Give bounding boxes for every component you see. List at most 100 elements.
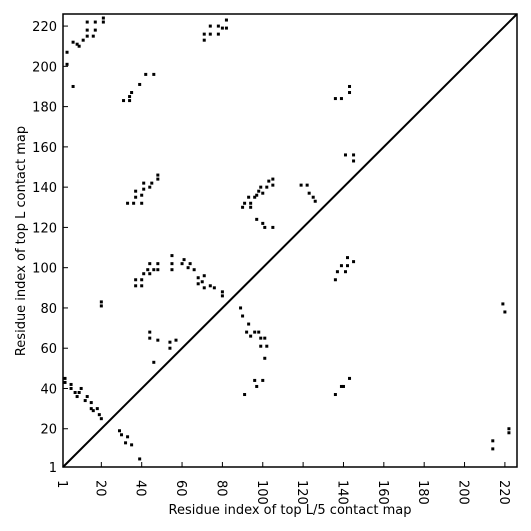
- contact-point: [333, 393, 337, 397]
- contact-point: [174, 338, 178, 342]
- contact-point: [91, 34, 95, 38]
- contact-point: [142, 181, 146, 185]
- x-axis-label: Residue index of top L/5 contact map: [169, 503, 412, 518]
- contact-point: [170, 268, 174, 272]
- contact-point: [243, 393, 247, 397]
- y-tick-label: 20: [40, 423, 57, 438]
- contact-point: [138, 82, 142, 86]
- y-tick-label: 100: [32, 262, 57, 277]
- contact-point: [156, 268, 160, 272]
- contact-point: [253, 195, 257, 199]
- contact-point: [503, 310, 507, 314]
- contact-point: [182, 258, 186, 262]
- contact-point: [95, 407, 99, 411]
- contact-point: [85, 34, 89, 38]
- contact-point: [148, 330, 152, 334]
- contact-point: [99, 300, 103, 304]
- contact-point: [134, 278, 138, 282]
- contact-point: [101, 16, 105, 20]
- contact-point: [253, 330, 257, 334]
- x-tick-label: 160: [375, 480, 390, 505]
- contact-point: [130, 443, 134, 447]
- contact-point: [120, 433, 124, 437]
- contact-point: [263, 336, 267, 340]
- contact-point: [348, 376, 352, 380]
- contact-point: [348, 84, 352, 88]
- contact-point: [75, 42, 79, 46]
- contact-point: [491, 439, 495, 443]
- contact-point: [255, 217, 259, 221]
- contact-point: [253, 378, 257, 382]
- contact-point: [271, 225, 275, 229]
- contact-point: [259, 336, 263, 340]
- contact-point: [140, 193, 144, 197]
- contact-point: [150, 181, 154, 185]
- contact-point: [249, 201, 253, 205]
- contact-point: [241, 205, 245, 209]
- contact-point: [148, 185, 152, 189]
- y-tick-label: 180: [32, 101, 57, 116]
- contact-point: [202, 274, 206, 278]
- contact-point: [257, 330, 261, 334]
- contact-point: [216, 24, 220, 28]
- contact-point: [343, 153, 347, 157]
- contact-point: [247, 322, 251, 326]
- contact-point: [263, 356, 267, 360]
- contact-point: [93, 20, 97, 24]
- contact-point: [267, 179, 271, 183]
- contact-point: [208, 24, 212, 28]
- contact-point: [69, 386, 73, 390]
- contact-point: [144, 72, 148, 76]
- x-tick-label: 60: [173, 480, 188, 497]
- contact-point: [299, 183, 303, 187]
- contact-point: [220, 294, 224, 298]
- contact-point: [85, 395, 89, 399]
- contact-point: [130, 91, 134, 95]
- contact-point: [259, 344, 263, 348]
- diagonal: [62, 13, 518, 468]
- contact-point: [148, 336, 152, 340]
- contact-point: [83, 399, 87, 403]
- contact-point: [122, 99, 126, 103]
- contact-point: [168, 346, 172, 350]
- contact-point: [247, 195, 251, 199]
- contact-point: [257, 189, 261, 193]
- y-tick-label: 220: [32, 20, 57, 35]
- contact-point: [220, 290, 224, 294]
- contact-point: [77, 391, 81, 395]
- y-tick-label: 200: [32, 60, 57, 75]
- x-tick-label: 140: [334, 480, 349, 505]
- x-tick-label: 80: [213, 480, 228, 497]
- contact-point: [333, 278, 337, 282]
- contact-point: [305, 183, 309, 187]
- contact-point: [501, 302, 505, 306]
- contact-point: [202, 32, 206, 36]
- contact-point: [249, 334, 253, 338]
- contact-point: [140, 284, 144, 288]
- x-tick-label: 200: [456, 480, 471, 505]
- contact-point: [128, 99, 132, 103]
- y-tick-label: 40: [40, 382, 57, 397]
- contact-point: [148, 262, 152, 266]
- contact-point: [148, 272, 152, 276]
- contact-point: [134, 189, 138, 193]
- y-tick-label: 1: [49, 461, 57, 476]
- contact-point: [255, 193, 259, 197]
- contact-point: [156, 338, 160, 342]
- contact-point: [134, 195, 138, 199]
- contact-point: [507, 427, 511, 431]
- contact-point: [152, 268, 156, 272]
- x-tick-label: 220: [496, 480, 511, 505]
- contact-point: [140, 278, 144, 282]
- contact-point: [81, 38, 85, 42]
- contact-point: [346, 256, 350, 260]
- contact-point: [85, 28, 89, 32]
- contact-point: [313, 199, 317, 203]
- contact-point: [352, 260, 356, 264]
- contact-point: [202, 286, 206, 290]
- contact-point: [261, 221, 265, 225]
- contact-point: [97, 413, 101, 417]
- contact-point: [188, 262, 192, 266]
- contact-point: [156, 173, 160, 177]
- contact-point: [71, 84, 75, 88]
